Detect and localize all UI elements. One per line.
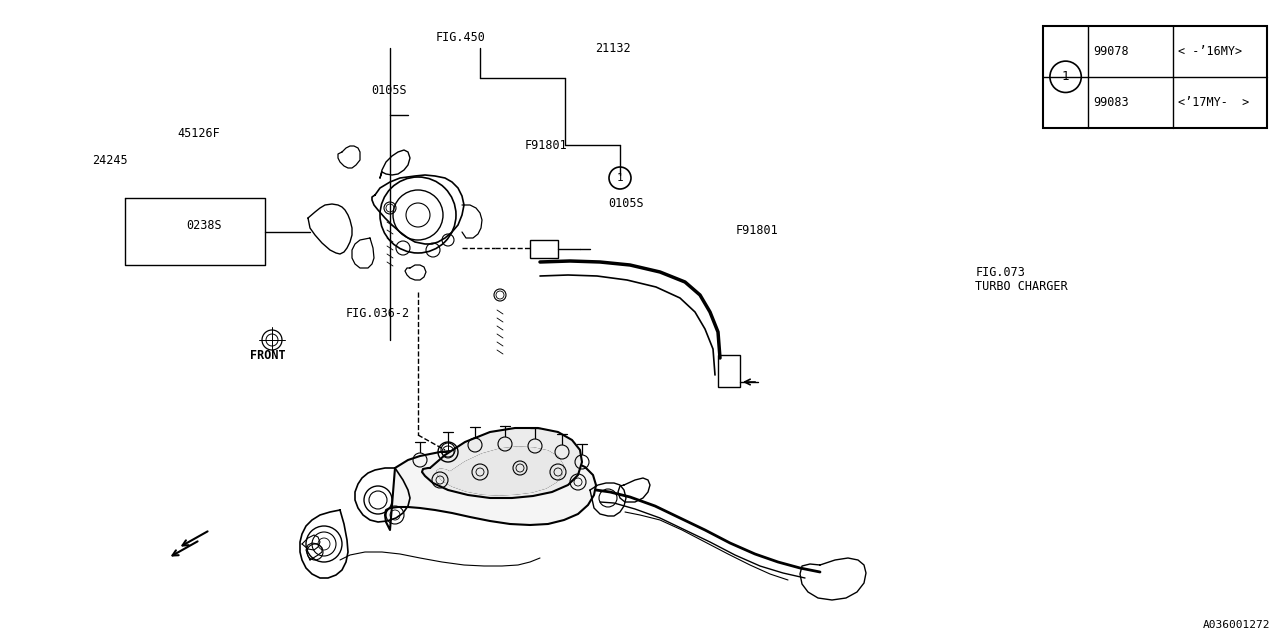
Text: 24245: 24245 <box>92 154 128 166</box>
Text: TURBO CHARGER: TURBO CHARGER <box>975 280 1068 293</box>
Text: 0105S: 0105S <box>371 84 407 97</box>
Text: 1: 1 <box>617 173 623 183</box>
Text: 0238S: 0238S <box>186 219 221 232</box>
Text: F91801: F91801 <box>525 140 567 152</box>
Bar <box>718 355 740 387</box>
Bar <box>530 240 558 258</box>
Text: 99078: 99078 <box>1093 45 1129 58</box>
Text: FRONT: FRONT <box>250 349 285 362</box>
Polygon shape <box>422 428 582 498</box>
Text: < -’16MY>: < -’16MY> <box>1178 45 1243 58</box>
Text: 99083: 99083 <box>1093 96 1129 109</box>
Text: 1: 1 <box>1062 70 1069 83</box>
Text: A036001272: A036001272 <box>1202 620 1270 630</box>
Text: 0105S: 0105S <box>608 197 644 210</box>
Text: FIG.450: FIG.450 <box>435 31 485 44</box>
Text: FIG.036-2: FIG.036-2 <box>346 307 410 320</box>
Bar <box>1043 26 1267 128</box>
Text: 21132: 21132 <box>595 42 631 54</box>
Text: 45126F: 45126F <box>178 127 220 140</box>
Text: FIG.073: FIG.073 <box>975 266 1025 278</box>
Text: F91801: F91801 <box>736 224 778 237</box>
Polygon shape <box>436 447 563 495</box>
Text: <’17MY-  >: <’17MY- > <box>1178 96 1249 109</box>
Polygon shape <box>385 449 596 530</box>
